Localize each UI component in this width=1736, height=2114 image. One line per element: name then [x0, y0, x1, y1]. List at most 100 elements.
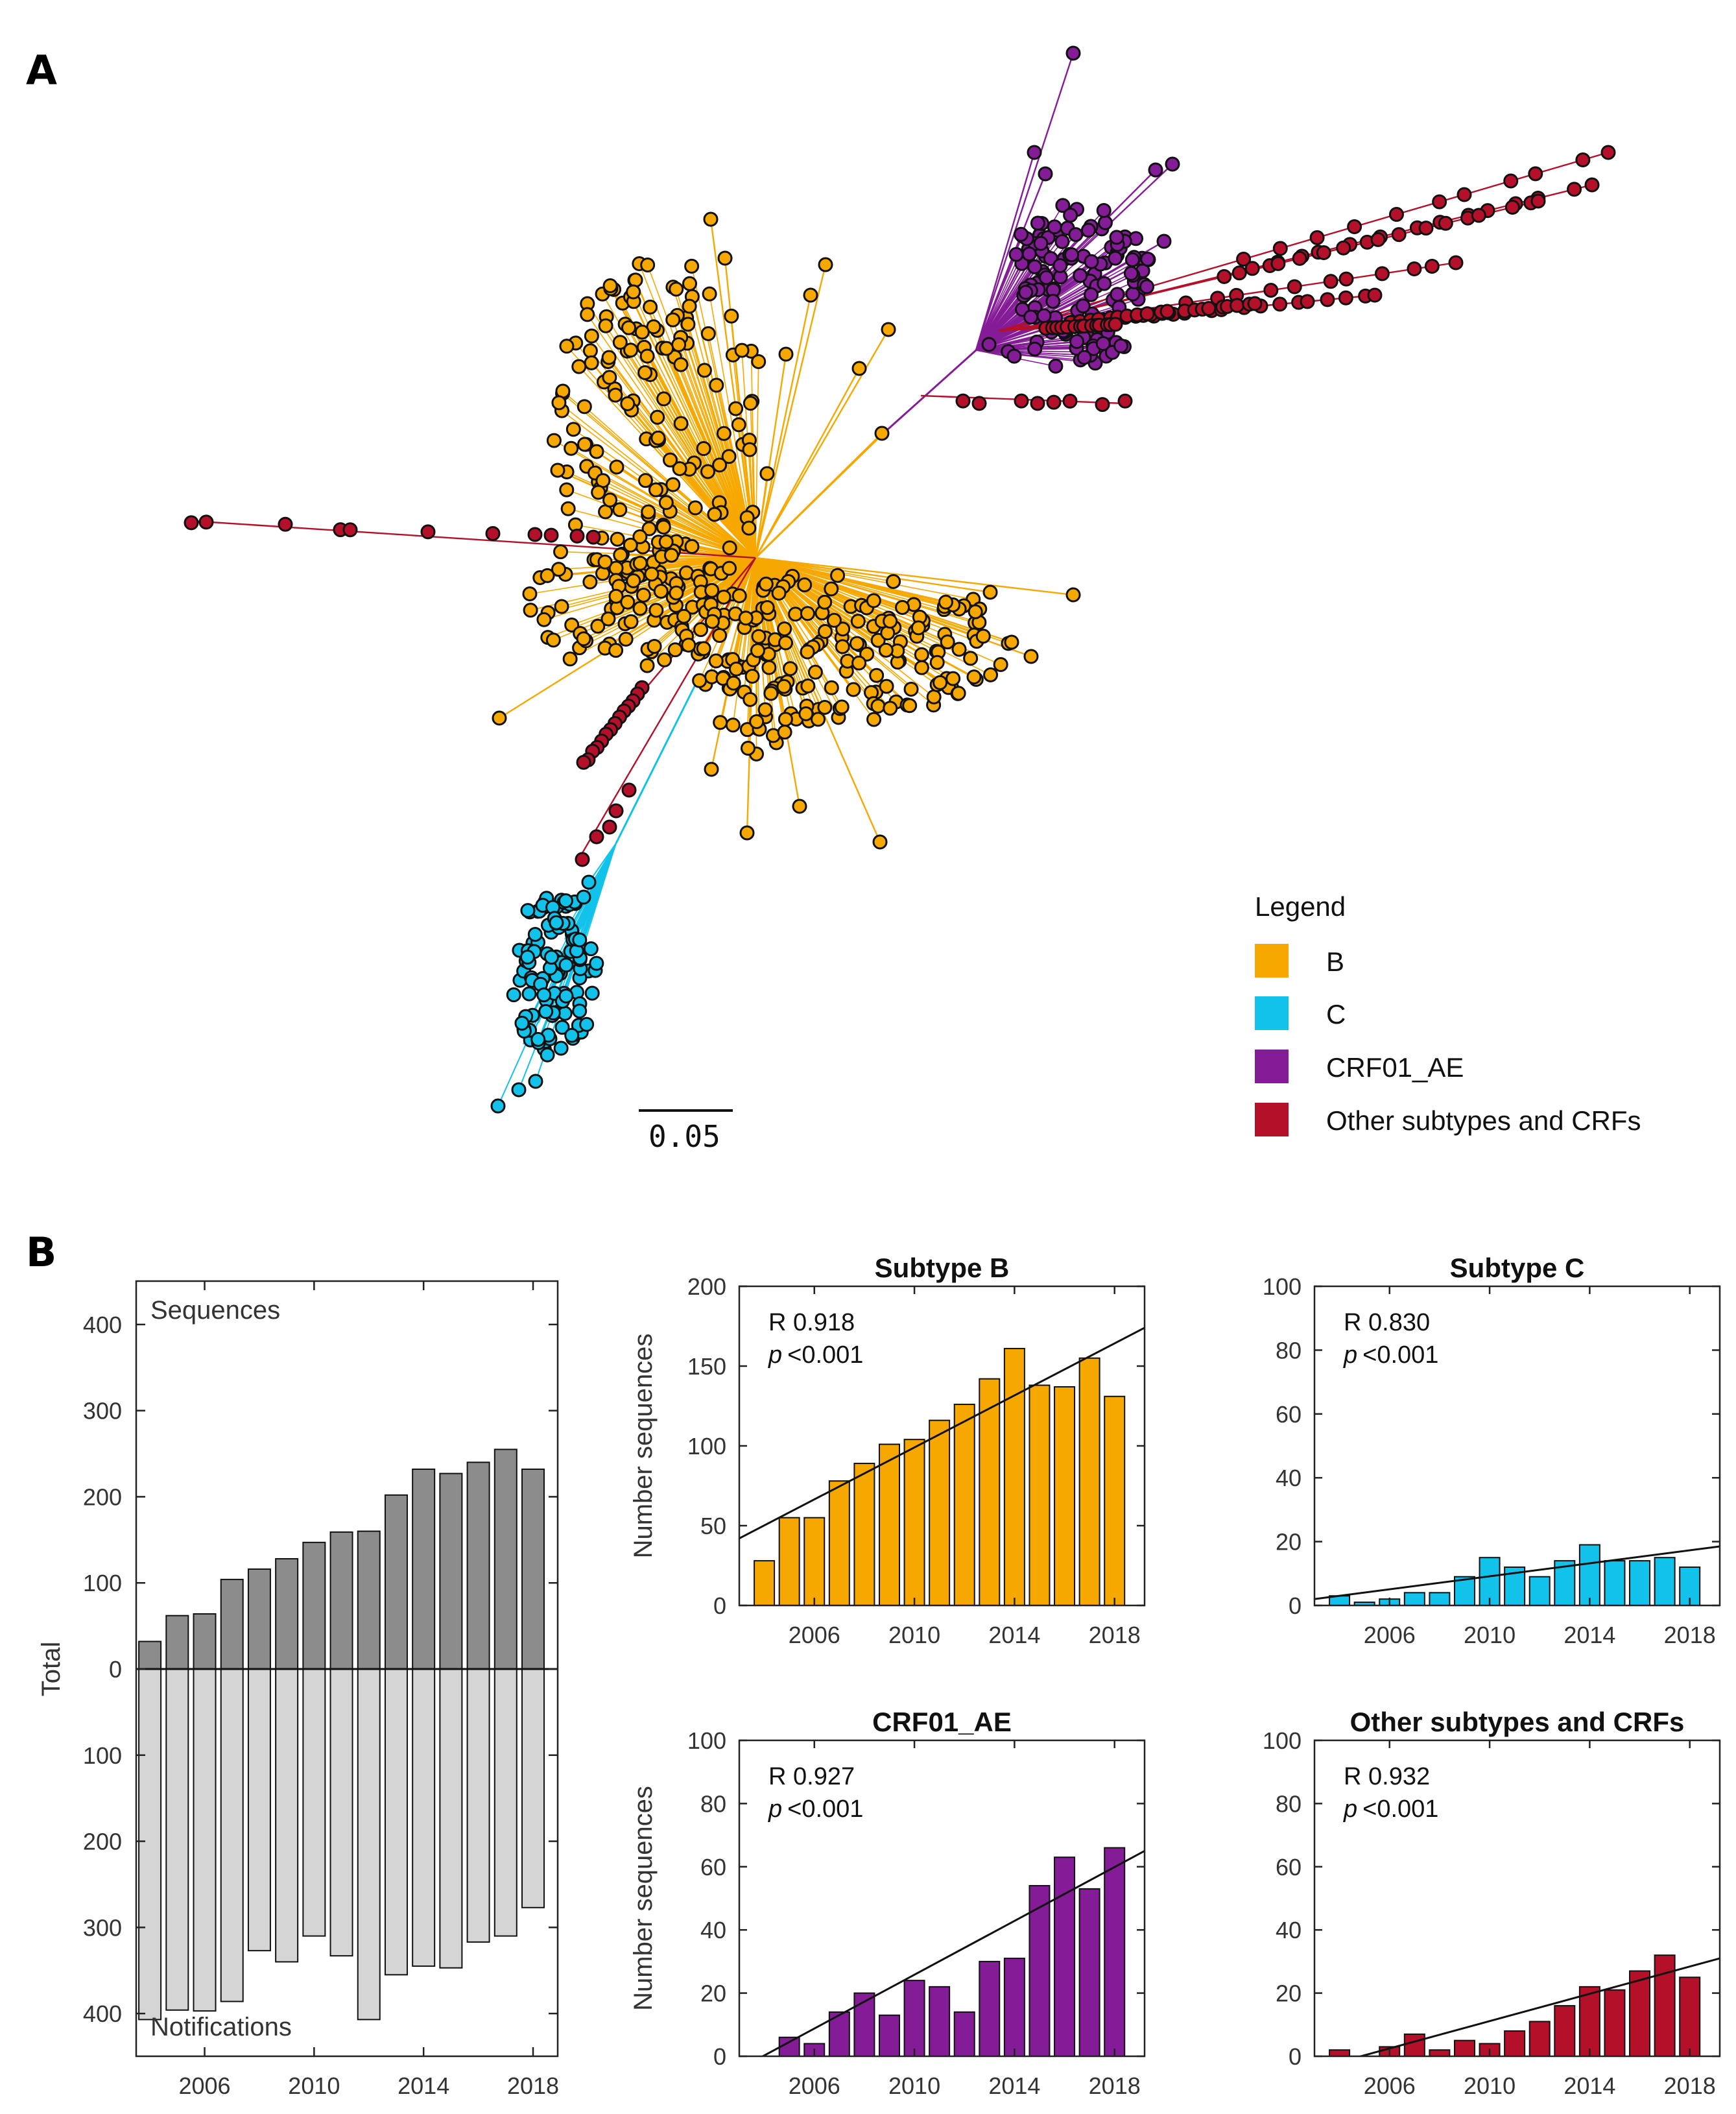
tree-tip	[687, 500, 703, 516]
tree-tip	[1457, 187, 1472, 202]
bar	[754, 1560, 776, 1607]
tree-tip	[702, 286, 717, 302]
tree-tip	[1125, 286, 1141, 302]
tree-tip	[704, 583, 720, 598]
tree-tip	[826, 612, 842, 628]
tree-branch	[754, 368, 861, 559]
bar	[1429, 2049, 1451, 2058]
bar	[1528, 2021, 1551, 2057]
y-tick-label: 60	[700, 1854, 726, 1880]
bar	[1003, 1347, 1025, 1606]
legend-swatch-c	[1255, 996, 1289, 1030]
y-tick-label: 80	[700, 1790, 726, 1817]
bar	[853, 1992, 875, 2058]
tree-tip	[1064, 247, 1080, 263]
tree-branch	[754, 329, 890, 559]
tree-tip	[966, 669, 982, 685]
tree-tip	[1108, 250, 1123, 266]
tree-tip	[559, 482, 575, 498]
chart-crf01-ae: 0 20 40 60 80 100 2006 2010 2014 2018 CRF01_AE R 0.…	[629, 1707, 1146, 2099]
y-tick-label: 80	[1276, 1790, 1302, 1817]
tree-tip	[759, 466, 775, 481]
p-value: p <0.001	[1343, 1796, 1438, 1823]
notifications-bar	[302, 1668, 326, 1937]
chart-title: Other subtypes and CRFs	[1350, 1707, 1685, 1737]
tree-tip	[1069, 334, 1085, 350]
totals-ylabel: Total	[37, 1642, 65, 1697]
legend-label-b: B	[1326, 946, 1344, 977]
tree-tip	[576, 889, 591, 905]
bar	[1403, 1592, 1425, 1607]
legend-swatch-other	[1255, 1103, 1289, 1136]
tree-tip	[667, 642, 683, 658]
tree-tip	[634, 324, 650, 340]
tree-tip	[886, 573, 901, 589]
tree-tip	[872, 834, 888, 850]
tree-tip	[1272, 296, 1288, 312]
bar	[1453, 1576, 1475, 1606]
tree-tip	[1270, 256, 1286, 271]
y-tick-label: 300	[83, 1398, 122, 1424]
tree-tip	[759, 600, 775, 616]
tree-tip	[656, 391, 672, 407]
r-value: R 0.927	[768, 1763, 855, 1790]
tree-tip	[951, 642, 967, 657]
tree-tip	[558, 893, 573, 909]
tree-tip	[883, 614, 898, 629]
tree-tip	[492, 710, 507, 726]
tree-tip	[1095, 336, 1111, 352]
tree-tip	[490, 1098, 506, 1114]
tree-tip	[803, 287, 818, 303]
tree-tip	[1023, 309, 1039, 325]
tree-tip	[696, 363, 712, 378]
tree-tip	[601, 350, 617, 365]
notifications-bar	[521, 1668, 545, 1908]
tree-tip	[1084, 254, 1099, 269]
tree-tip	[763, 686, 779, 701]
tree-tip	[1117, 393, 1133, 409]
tree-branch	[663, 526, 756, 559]
tree-tip	[420, 524, 436, 540]
tree-tip	[560, 501, 576, 516]
tree-tip	[663, 547, 679, 563]
tree-tip	[562, 651, 578, 667]
tree-tip	[1347, 219, 1362, 235]
tree-tip	[776, 679, 792, 694]
tree-tip	[870, 632, 886, 648]
tree-tip	[846, 682, 861, 697]
bar	[1453, 2039, 1475, 2057]
chart-frame	[1313, 1739, 1721, 2058]
tree-tip	[543, 527, 559, 543]
tree-tip	[1201, 301, 1217, 317]
tree-tip	[612, 502, 628, 518]
y-tick-label: 100	[687, 1433, 726, 1459]
tree-tip	[724, 308, 739, 324]
tree-tip	[1530, 193, 1546, 209]
tree-tip	[817, 623, 833, 639]
tree-tip	[564, 1027, 580, 1043]
tree-tip	[597, 554, 613, 570]
y-tick-label: 0	[1289, 2043, 1302, 2070]
tree-tips	[184, 45, 1616, 1114]
tree-tip	[758, 576, 774, 592]
tree-tip	[485, 525, 501, 541]
tree-tip	[1231, 265, 1247, 281]
tree-tip	[1045, 293, 1061, 309]
bar	[903, 1980, 925, 2058]
tree-tip	[1424, 258, 1440, 274]
bar	[1554, 2005, 1576, 2058]
tree-tip	[1068, 227, 1084, 243]
chart-title: Subtype B	[875, 1253, 1010, 1283]
tree-tip	[558, 957, 574, 973]
tree-branch	[557, 469, 756, 559]
tree-tip	[914, 660, 929, 675]
tree-tip	[1156, 234, 1172, 249]
tree-tip	[778, 712, 793, 727]
tree-tip	[572, 1003, 588, 1019]
tree-tip	[602, 492, 618, 508]
chart-other-subtypes: 0 20 40 60 80 100 2006 2010 2014 2018 Other subtyp…	[1263, 1707, 1721, 2099]
tree-tip	[1300, 294, 1315, 309]
tree-tip	[1004, 634, 1019, 650]
y-tick-label: 0	[713, 2043, 726, 2070]
tree-branch	[579, 557, 757, 857]
